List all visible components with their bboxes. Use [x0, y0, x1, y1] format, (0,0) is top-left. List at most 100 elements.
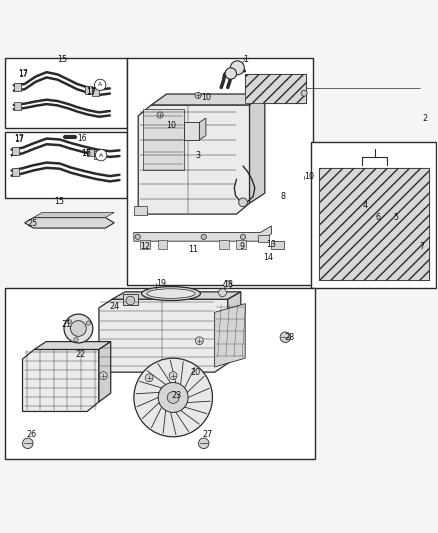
- Polygon shape: [237, 240, 246, 249]
- Text: 22: 22: [75, 350, 85, 359]
- Circle shape: [167, 392, 179, 403]
- Text: 17: 17: [81, 149, 91, 158]
- Text: 18: 18: [223, 280, 233, 289]
- Circle shape: [86, 321, 91, 325]
- Text: 7: 7: [420, 243, 425, 252]
- Bar: [311, 142, 436, 288]
- Bar: [5, 288, 315, 459]
- Circle shape: [158, 383, 188, 413]
- Text: 5: 5: [394, 213, 399, 222]
- Polygon shape: [215, 304, 245, 367]
- Circle shape: [280, 332, 290, 343]
- Text: 16: 16: [81, 149, 92, 158]
- Bar: [87, 149, 94, 157]
- Text: 12: 12: [141, 243, 151, 252]
- Text: 17: 17: [14, 134, 23, 143]
- Text: 25: 25: [27, 219, 37, 228]
- Polygon shape: [141, 240, 150, 249]
- Circle shape: [134, 358, 212, 437]
- Circle shape: [71, 321, 86, 336]
- Text: 19: 19: [155, 279, 166, 288]
- Polygon shape: [199, 118, 206, 140]
- Polygon shape: [228, 292, 241, 364]
- Text: 9: 9: [240, 243, 245, 252]
- Text: 17: 17: [86, 87, 96, 96]
- Bar: [14, 83, 21, 91]
- Polygon shape: [272, 241, 285, 249]
- Text: 27: 27: [202, 430, 213, 439]
- Text: 8: 8: [280, 192, 285, 201]
- Bar: [127, 58, 313, 285]
- Circle shape: [67, 319, 71, 324]
- Bar: [5, 58, 127, 128]
- Polygon shape: [184, 123, 199, 140]
- Polygon shape: [99, 299, 228, 372]
- Circle shape: [64, 314, 93, 343]
- Text: 28: 28: [285, 333, 295, 342]
- Bar: [319, 168, 429, 280]
- Text: 10: 10: [166, 122, 177, 131]
- Polygon shape: [33, 212, 114, 217]
- Bar: [85, 86, 92, 94]
- Bar: [94, 151, 101, 159]
- Polygon shape: [99, 342, 111, 402]
- Circle shape: [22, 438, 33, 449]
- Circle shape: [230, 61, 244, 75]
- Circle shape: [195, 337, 203, 345]
- Text: 10: 10: [201, 93, 212, 102]
- Polygon shape: [250, 94, 265, 203]
- Polygon shape: [123, 294, 138, 305]
- Circle shape: [301, 90, 307, 96]
- Text: 26: 26: [26, 430, 36, 439]
- Text: 24: 24: [110, 302, 120, 311]
- Text: 11: 11: [188, 245, 198, 254]
- Text: 10: 10: [304, 173, 314, 182]
- Text: 2: 2: [422, 114, 427, 123]
- Text: 13: 13: [266, 240, 276, 249]
- Bar: [5, 132, 127, 198]
- Circle shape: [201, 234, 206, 239]
- Polygon shape: [143, 109, 184, 171]
- Circle shape: [126, 296, 135, 305]
- Text: 3: 3: [195, 151, 200, 160]
- Ellipse shape: [141, 287, 201, 301]
- Text: 17: 17: [86, 88, 96, 97]
- Bar: [14, 102, 21, 110]
- Text: 23: 23: [171, 391, 181, 400]
- Circle shape: [74, 337, 78, 342]
- Circle shape: [95, 79, 106, 91]
- Polygon shape: [112, 292, 241, 299]
- Polygon shape: [138, 105, 250, 214]
- Text: 1: 1: [243, 54, 248, 63]
- Bar: [245, 75, 306, 103]
- Text: A: A: [98, 83, 102, 87]
- Bar: [319, 168, 429, 280]
- Polygon shape: [22, 350, 99, 411]
- Circle shape: [99, 372, 107, 379]
- Text: 21: 21: [62, 320, 72, 329]
- Bar: [92, 88, 99, 96]
- Ellipse shape: [147, 289, 195, 298]
- Text: 15: 15: [57, 54, 67, 63]
- Text: 15: 15: [55, 197, 65, 206]
- Circle shape: [239, 198, 247, 207]
- Text: 16: 16: [77, 134, 87, 143]
- Circle shape: [157, 112, 163, 118]
- Text: 20: 20: [191, 368, 201, 377]
- Circle shape: [135, 234, 141, 239]
- Circle shape: [169, 372, 177, 379]
- Circle shape: [224, 281, 232, 289]
- Polygon shape: [219, 240, 229, 249]
- Text: A: A: [99, 152, 103, 158]
- Polygon shape: [258, 235, 269, 241]
- Bar: [12, 168, 19, 176]
- Text: 6: 6: [375, 213, 381, 222]
- Polygon shape: [25, 217, 114, 228]
- Polygon shape: [134, 206, 147, 215]
- Circle shape: [198, 438, 209, 449]
- Bar: [12, 147, 19, 155]
- Circle shape: [95, 149, 107, 161]
- Circle shape: [195, 92, 201, 99]
- Polygon shape: [158, 240, 167, 249]
- Circle shape: [145, 374, 153, 382]
